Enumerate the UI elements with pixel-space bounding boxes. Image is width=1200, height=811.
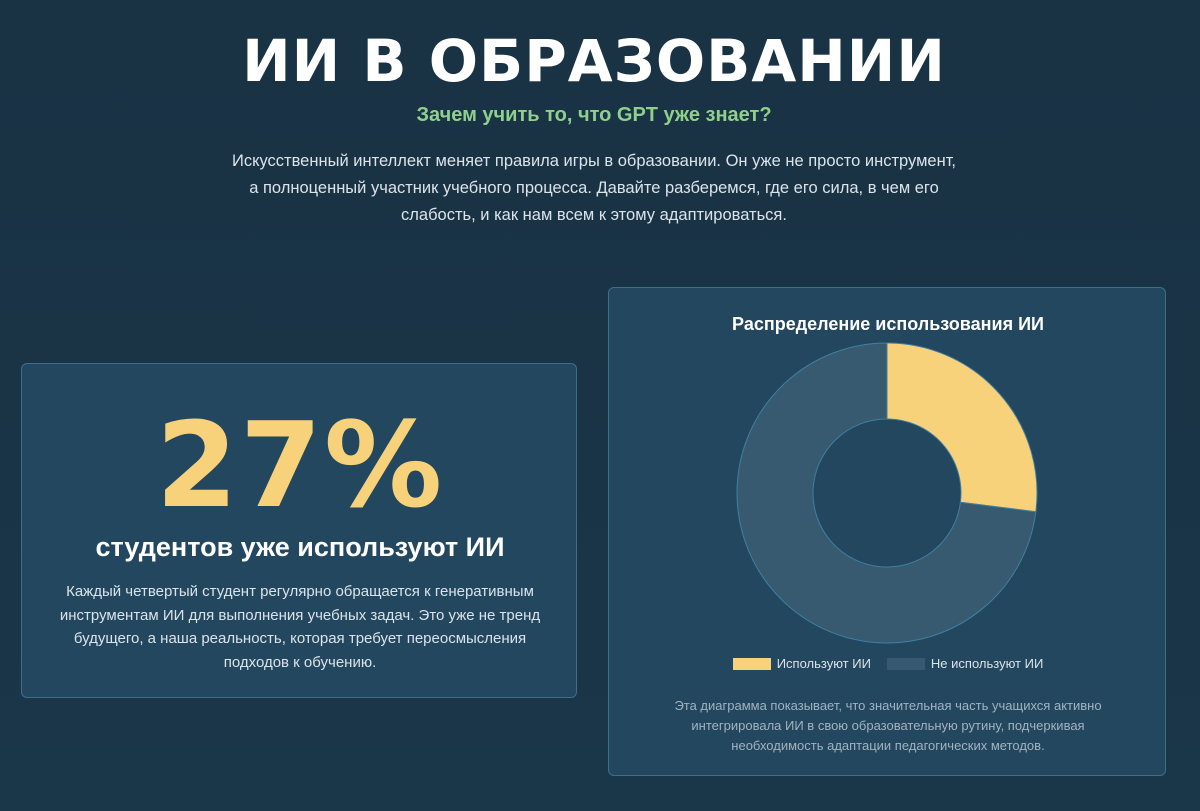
stat-caption: студентов уже используют ИИ [95, 532, 505, 562]
stat-value: 27% [155, 396, 445, 534]
legend-item-not-uses-ai[interactable]: Не используют ИИ [886, 656, 1044, 671]
legend-item-uses-ai[interactable]: Используют ИИ [732, 656, 871, 671]
intro-text: Искусственный интеллект меняет правила и… [231, 152, 957, 224]
slice-not-uses-ai[interactable] [736, 342, 1037, 644]
chart-card: Распределение использования ИИ Использую… [608, 287, 1166, 776]
chart-title: Распределение использования ИИ [732, 314, 1044, 334]
stat-card: 27% студентов уже используют ИИ Каждый ч… [21, 363, 577, 698]
page-subtitle: Зачем учить то, что GPT уже знает? [416, 104, 772, 126]
stat-description: Каждый четвертый студент регулярно обращ… [59, 583, 541, 671]
donut-chart [736, 342, 1038, 644]
legend-swatch-uses-ai [732, 657, 771, 670]
chart-legend: Используют ИИ Не используют ИИ [609, 656, 1167, 671]
page-title: ИИ В ОБРАЗОВАНИИ [242, 27, 946, 95]
legend-label-uses-ai: Используют ИИ [776, 656, 871, 671]
slice-uses-ai[interactable] [886, 342, 1038, 513]
legend-label-not-uses-ai: Не используют ИИ [930, 656, 1044, 671]
legend-swatch-not-uses-ai [886, 657, 925, 670]
chart-note: Эта диаграмма показывает, что значительн… [674, 698, 1102, 753]
